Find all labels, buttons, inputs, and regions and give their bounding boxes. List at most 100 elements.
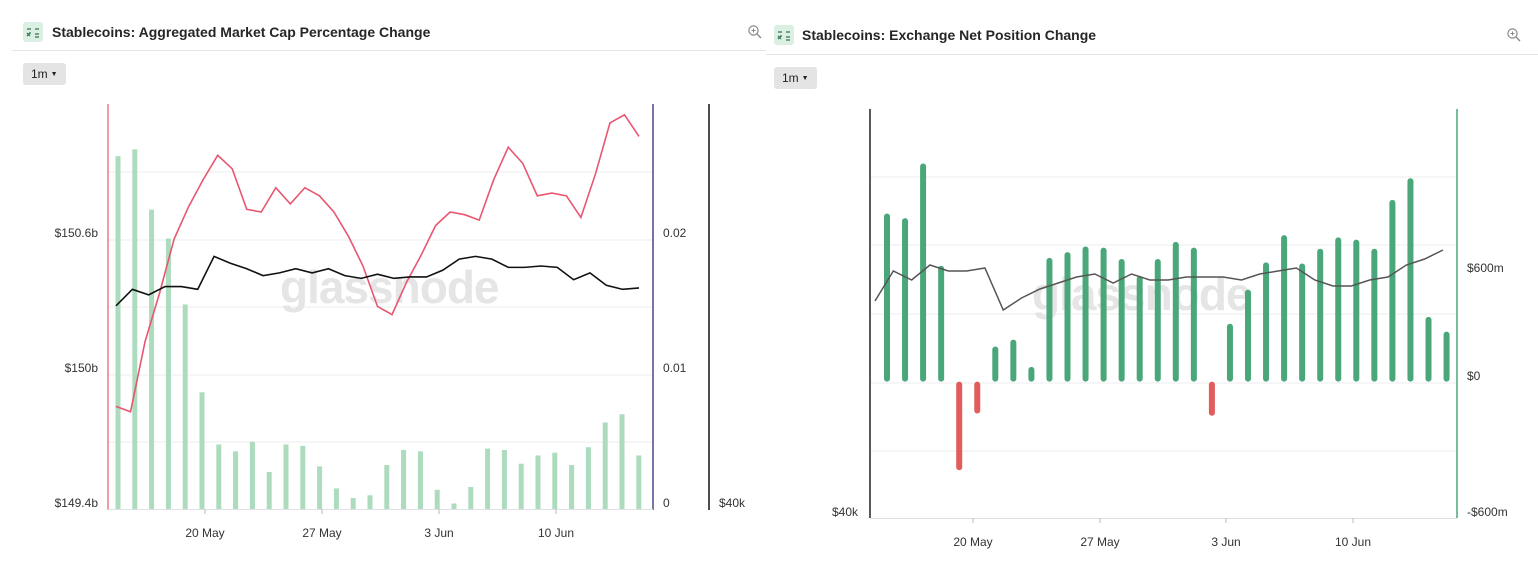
bar (249, 441, 255, 509)
bar (182, 304, 188, 509)
right-panel-title: Stablecoins: Exchange Net Position Chang… (802, 27, 1097, 43)
bar (552, 452, 558, 509)
left-chart-plot: glassnode $150.6b $150b $149.4b 0.02 0.01 0 $40… (55, 104, 746, 540)
bar (1443, 331, 1450, 382)
bar (1371, 248, 1378, 382)
y-tick-label-far-right: $40k (719, 496, 746, 510)
bar (1299, 263, 1306, 382)
series-line-price (874, 249, 1444, 312)
watermark: glassnode (280, 261, 499, 313)
bar (956, 381, 963, 471)
bar (1082, 246, 1089, 382)
y-tick-label-left: $150b (65, 361, 99, 375)
bar (992, 346, 999, 382)
left-chart-panel: Stablecoins: Aggregated Market Cap Perce… (0, 0, 766, 574)
bar (569, 465, 575, 509)
bar (884, 213, 890, 382)
bar (938, 265, 945, 382)
bar (417, 451, 423, 509)
bar (1407, 178, 1414, 382)
caret-down-icon: ▼ (801, 74, 809, 82)
bar (132, 149, 138, 509)
bar (384, 465, 390, 509)
y-tick-label-left: $149.4b (55, 496, 99, 510)
bar (1046, 257, 1053, 382)
right-chart-panel: Stablecoins: Exchange Net Position Chang… (766, 0, 1538, 574)
bar (350, 498, 356, 509)
bar (920, 163, 927, 382)
bar (1335, 237, 1342, 382)
x-tick-label: 10 Jun (1335, 535, 1371, 549)
bar (485, 448, 491, 509)
bar (1425, 316, 1432, 382)
bar (317, 466, 323, 509)
bar (300, 445, 306, 509)
chart-type-icon (23, 22, 43, 42)
bar (199, 392, 205, 509)
bar (1010, 339, 1017, 382)
bar (1317, 248, 1324, 382)
bar (1190, 247, 1197, 382)
bar (115, 156, 121, 509)
bar (1208, 381, 1215, 416)
x-tick-label: 3 Jun (1211, 535, 1240, 549)
y-tick-label-right: $600m (1467, 261, 1504, 275)
bar (1389, 199, 1396, 382)
zoom-icon[interactable] (747, 24, 763, 40)
y-tick-label-right: $0 (1467, 369, 1481, 383)
bar (518, 463, 524, 509)
y-tick-label-right: 0.01 (663, 361, 687, 375)
bar (451, 503, 457, 509)
time-range-label: 1m (782, 71, 799, 85)
bar (1245, 289, 1251, 382)
bar (535, 455, 541, 509)
series-line-market-cap (115, 113, 640, 413)
bar (1100, 247, 1107, 382)
series-line-pct-change (115, 255, 640, 307)
bar (266, 471, 272, 509)
bar (1064, 252, 1071, 382)
left-panel-title: Stablecoins: Aggregated Market Cap Perce… (52, 24, 431, 40)
caret-down-icon: ▼ (50, 70, 58, 78)
bar (333, 488, 339, 509)
bar (233, 451, 239, 509)
bar (1281, 235, 1288, 382)
bar (1136, 276, 1143, 382)
y-tick-label-left: $150.6b (55, 226, 99, 240)
bar (1172, 241, 1179, 382)
bar (216, 444, 222, 509)
bar (283, 444, 289, 509)
chart-type-icon (774, 25, 794, 45)
bar (1263, 262, 1270, 382)
bar (1118, 258, 1125, 382)
y-tick-label-left: $40k (832, 505, 859, 519)
right-panel-header (766, 3, 1538, 55)
bar (1226, 323, 1233, 382)
bar (367, 495, 373, 509)
x-tick-label: 20 May (953, 535, 992, 549)
bar (149, 209, 155, 510)
x-tick-label: 10 Jun (538, 526, 574, 540)
zoom-icon[interactable] (1506, 27, 1522, 43)
x-tick-label: 27 May (1080, 535, 1119, 549)
bar (902, 218, 909, 382)
y-tick-label-right: -$600m (1467, 505, 1508, 519)
bar (585, 447, 591, 509)
y-tick-label-right: 0 (663, 496, 670, 510)
time-range-dropdown[interactable]: 1m ▼ (23, 63, 66, 85)
bar (636, 455, 642, 509)
bar (468, 487, 474, 509)
bar (401, 449, 407, 509)
bar (974, 381, 981, 414)
time-range-dropdown[interactable]: 1m ▼ (774, 67, 817, 89)
x-tick-label: 27 May (302, 526, 341, 540)
x-tick-label: 3 Jun (424, 526, 453, 540)
bar (619, 414, 625, 509)
bar (501, 449, 507, 509)
y-tick-label-right: 0.02 (663, 226, 687, 240)
bar (434, 489, 440, 509)
bar (1353, 239, 1360, 382)
bar (165, 238, 171, 510)
x-tick-label: 20 May (185, 526, 224, 540)
